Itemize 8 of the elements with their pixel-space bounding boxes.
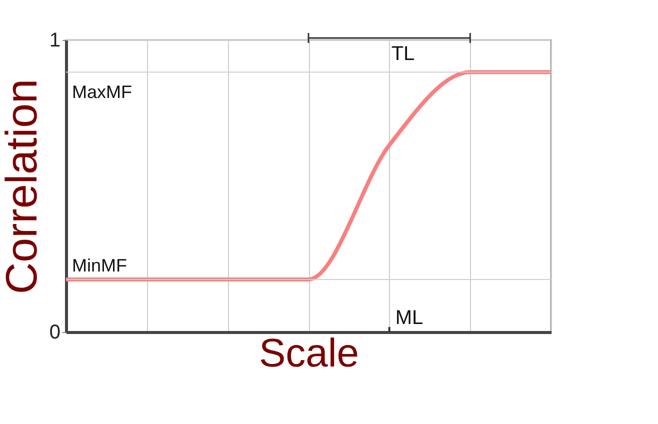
x-axis-title: Scale: [258, 332, 360, 376]
y-axis-title: Correlation: [0, 78, 46, 294]
ref-line-label: MaxMF: [72, 82, 132, 102]
y-tick-label: 1: [49, 30, 60, 52]
y-tick-label: 0: [49, 322, 60, 344]
ref-line-label: MinMF: [72, 255, 127, 276]
annotation: TL: [391, 43, 415, 65]
annotation: ML: [395, 307, 424, 329]
